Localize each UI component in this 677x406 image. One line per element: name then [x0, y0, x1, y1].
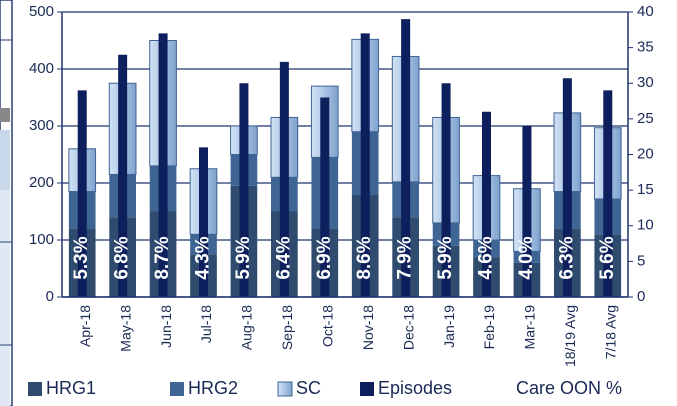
x-tick-label: Jun-18 — [158, 305, 174, 348]
x-tick-label: Oct-18 — [319, 305, 335, 347]
legend-label: HRG2 — [188, 378, 238, 398]
y-tick-label: 0 — [46, 288, 54, 305]
y-tick-label: 400 — [29, 60, 54, 77]
data-label: 4.0% — [516, 236, 537, 279]
y2-tick-label: 35 — [637, 39, 654, 56]
legend-label: HRG1 — [46, 378, 96, 398]
x-tick-label: Mar-19 — [522, 305, 538, 350]
legend-label: SC — [296, 378, 321, 398]
episode-bar — [441, 83, 451, 297]
episode-bar — [522, 126, 532, 297]
data-label: 6.3% — [556, 236, 577, 279]
y-tick-label: 300 — [29, 117, 54, 134]
x-tick-label: Feb-19 — [481, 305, 497, 350]
y2-tick-label: 40 — [637, 3, 654, 20]
data-label: 4.6% — [476, 236, 497, 279]
episode-bar — [199, 147, 208, 297]
legend-swatch — [360, 382, 374, 396]
data-label: 4.3% — [193, 236, 214, 279]
y-tick-label: 200 — [29, 174, 54, 191]
episode-bar — [482, 111, 491, 297]
y2-tick-label: 0 — [637, 288, 645, 305]
legend-label: Episodes — [378, 378, 452, 398]
x-tick-label: Aug-18 — [239, 305, 255, 350]
episode-bar — [279, 61, 289, 297]
side-panel-mark — [0, 108, 10, 122]
data-label: 8.6% — [354, 236, 375, 279]
data-label: 8.7% — [152, 236, 173, 279]
side-panel-mark — [0, 190, 10, 406]
episode-bar — [118, 54, 128, 297]
data-label: 6.8% — [112, 236, 133, 279]
data-label: 5.9% — [233, 236, 254, 279]
x-tick-label: Jul-18 — [198, 305, 214, 343]
data-label: 5.9% — [435, 236, 456, 279]
x-tick-label: Nov-18 — [360, 305, 376, 350]
x-tick-label: Sep-18 — [279, 305, 295, 350]
data-label: 7.9% — [395, 236, 416, 279]
legend-swatch — [277, 381, 293, 397]
episode-bar — [77, 90, 87, 297]
y2-tick-label: 25 — [637, 110, 654, 127]
episode-bar — [360, 33, 370, 297]
y-tick-label: 500 — [29, 3, 54, 20]
x-tick-label: Apr-18 — [77, 305, 93, 347]
data-label: 5.6% — [597, 236, 618, 279]
y2-tick-label: 30 — [637, 74, 654, 91]
x-tick-label: Jan-19 — [441, 305, 457, 348]
y2-tick-label: 20 — [637, 145, 654, 162]
episode-bar — [158, 33, 168, 297]
legend-label: Care OON % — [516, 378, 622, 398]
episode-bar — [239, 83, 249, 297]
y2-tick-label: 15 — [637, 181, 654, 198]
y2-tick-label: 10 — [637, 217, 654, 234]
side-panel-mark — [0, 130, 10, 190]
data-label: 5.3% — [71, 236, 92, 279]
y-tick-label: 100 — [29, 231, 54, 248]
legend-swatch — [170, 382, 184, 396]
x-tick-label: 18/19 Avg — [562, 305, 578, 367]
episode-bar — [401, 19, 411, 297]
x-tick-label: May-18 — [117, 305, 133, 352]
x-tick-label: Dec-18 — [400, 305, 416, 350]
episode-bar — [320, 97, 330, 297]
legend-swatch — [28, 382, 42, 396]
data-label: 6.4% — [273, 236, 294, 279]
plot-area — [62, 12, 628, 297]
episode-bar — [603, 90, 613, 297]
x-tick-label: 7/18 Avg — [602, 305, 618, 359]
episode-bar — [562, 78, 572, 297]
y2-tick-label: 5 — [637, 252, 645, 269]
data-label: 6.9% — [314, 236, 335, 279]
